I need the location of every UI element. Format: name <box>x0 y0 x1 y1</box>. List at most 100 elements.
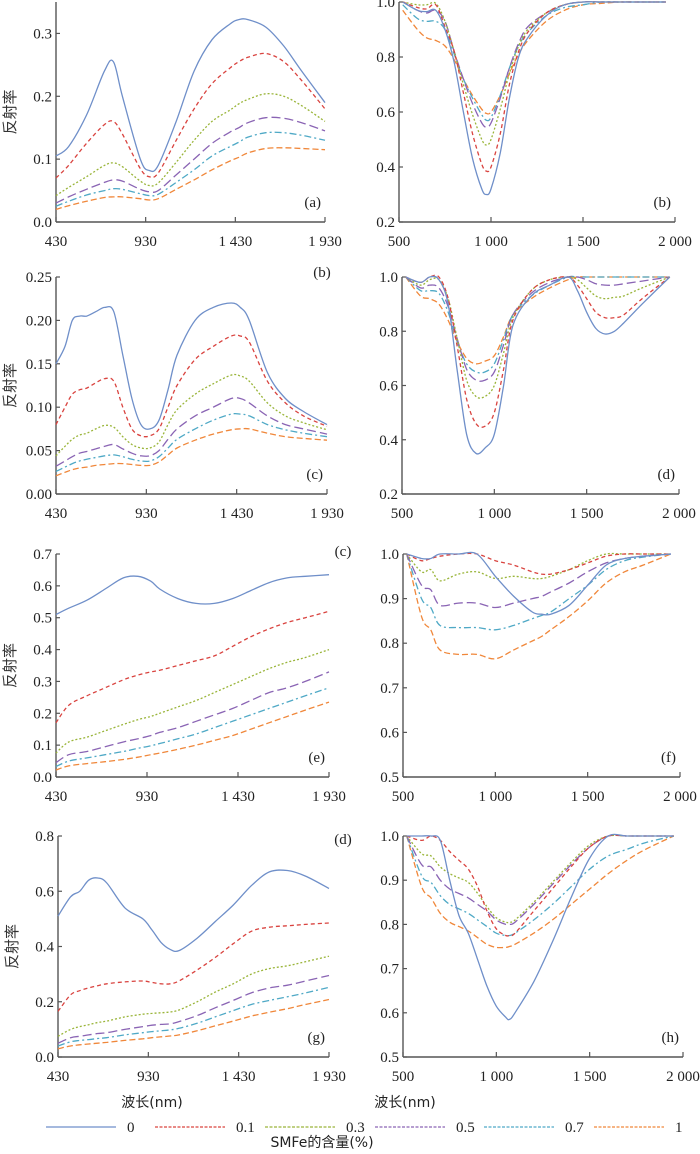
y-tick-label: 0.2 <box>33 89 52 105</box>
series-line-0_5 <box>57 974 330 1044</box>
x-tick-label: 930 <box>136 789 159 805</box>
y-tick-label: 0.8 <box>376 50 395 66</box>
series-line-0_7 <box>406 553 671 631</box>
panel-d: 0.2 0.4 0.6 0.8 1.0 500 1 000 1 500 2 000 (d) <box>379 270 696 522</box>
series-line-0_1 <box>406 552 671 576</box>
y-tick-label: 1.0 <box>380 829 399 845</box>
y-tick-label: 0.00 <box>26 487 52 503</box>
y-tick-label: 0.6 <box>380 725 399 741</box>
y-tick-label: 0.10 <box>26 400 52 416</box>
y-tick-label: 0.8 <box>380 636 399 652</box>
x-tick-label: 930 <box>134 234 157 250</box>
panel-b: 0.2 0.4 0.6 0.8 1.0 500 1 000 1 500 2 000 (b) <box>376 0 692 250</box>
series-line-1 <box>57 998 330 1050</box>
x-tick-label: 1 430 <box>220 506 254 522</box>
y-tick-label: 0.4 <box>379 433 398 449</box>
legend-label: 0 <box>127 1120 135 1136</box>
legend-label: 0.3 <box>346 1120 365 1136</box>
series-group <box>55 18 326 211</box>
series-line-1 <box>55 147 326 211</box>
x-tick-label: 1 500 <box>570 506 604 522</box>
panel-label: (b) <box>654 195 672 211</box>
series-line-0_5 <box>406 553 671 609</box>
panel-label: (f) <box>661 750 676 766</box>
y-tick-label: 0.0 <box>35 1050 54 1066</box>
series-line-0_7 <box>55 412 328 472</box>
y-tick-label: 0.6 <box>376 105 395 121</box>
panel-label: (e) <box>308 750 325 766</box>
panel-label: (h) <box>662 1030 680 1046</box>
panel-f: 0.5 0.6 0.7 0.8 0.9 1.0 500 1 000 1 500 2 000 (f) <box>380 547 697 805</box>
x-tick-label: 2 000 <box>662 506 696 522</box>
x-tick-label: 1 430 <box>221 789 255 805</box>
x-tick-label: 430 <box>45 506 68 522</box>
y-tick-label: 0.5 <box>380 1050 399 1066</box>
y-tick-label: 0.2 <box>33 706 52 722</box>
y-tick-label: 0.7 <box>380 962 399 978</box>
series-line-0 <box>405 275 671 455</box>
y-tick-label: 0.9 <box>380 873 399 889</box>
series-line-0_3 <box>55 93 326 197</box>
y-tick-label: 1.0 <box>379 270 398 286</box>
y-tick-label: 0.25 <box>26 270 52 286</box>
panel-a: 0.0 0.1 0.2 0.3 430 930 1 430 1 930 反射率 (a) <box>1 2 342 250</box>
x-tick-label: 1 000 <box>474 234 508 250</box>
y-tick-label: 0.6 <box>35 884 54 900</box>
series-line-0_5 <box>55 397 328 467</box>
y-tick-label: 0.3 <box>33 26 52 42</box>
series-line-0_5 <box>55 671 330 764</box>
series-line-0_3 <box>57 955 330 1037</box>
x-tick-label: 500 <box>388 234 411 250</box>
y-tick-label: 0.6 <box>33 579 52 595</box>
y-axis-title: 反射率 <box>3 924 21 969</box>
series-line-1 <box>402 1 666 115</box>
legend-label: 0.1 <box>236 1120 255 1136</box>
series-line-1 <box>406 835 674 949</box>
y-tick-label: 1.0 <box>376 0 395 11</box>
series-line-0 <box>406 551 671 616</box>
x-tick-label: 1 930 <box>308 234 342 250</box>
x-tick-label: 500 <box>392 1069 415 1085</box>
y-tick-label: 0.15 <box>26 357 52 373</box>
y-axis-title: 反射率 <box>1 363 19 408</box>
y-axis-title: 反射率 <box>1 643 19 688</box>
y-tick-label: 0.4 <box>35 940 54 956</box>
legend: 0 0.1 0.3 0.5 0.7 1 <box>46 1120 683 1136</box>
series-line-0_7 <box>405 275 670 374</box>
series-line-0_1 <box>406 834 674 937</box>
series-line-0_7 <box>55 687 330 768</box>
series-group <box>406 833 674 1021</box>
series-group <box>57 869 330 1050</box>
series-line-0_3 <box>55 648 330 754</box>
series-line-1 <box>55 427 328 477</box>
legend-label: 0.5 <box>456 1120 475 1136</box>
series-group <box>55 302 328 477</box>
x-tick-label: 1 430 <box>222 1069 256 1085</box>
y-tick-label: 0.2 <box>376 215 395 231</box>
series-line-0_7 <box>57 986 330 1047</box>
legend-title: SMFe的含量(%) <box>270 1135 373 1151</box>
group-label-c: (c) <box>335 544 352 560</box>
x-tick-label: 1 000 <box>477 506 511 522</box>
series-line-0_1 <box>55 610 330 724</box>
x-tick-label: 2 000 <box>666 1069 700 1085</box>
series-line-0_1 <box>57 922 330 1012</box>
y-axis-title: 反射率 <box>1 89 19 134</box>
series-group <box>402 1 666 196</box>
series-line-0_3 <box>405 276 671 399</box>
series-line-0_7 <box>55 131 326 207</box>
x-tick-label: 500 <box>392 789 415 805</box>
panel-c: 0.00 0.05 0.10 0.15 0.20 0.25 430 930 1 430 1 930… <box>1 270 344 522</box>
series-line-0_5 <box>405 275 670 382</box>
x-tick-label: 1 930 <box>312 1069 346 1085</box>
y-tick-label: 0.1 <box>33 152 52 168</box>
panel-label: (g) <box>308 1030 326 1046</box>
panel-label: (c) <box>306 467 323 483</box>
y-tick-label: 0.5 <box>380 770 399 786</box>
y-tick-label: 0.7 <box>380 681 399 697</box>
legend-item: 0.5 <box>375 1120 475 1136</box>
y-tick-label: 0.5 <box>33 611 52 627</box>
series-line-0 <box>55 302 328 430</box>
x-tick-label: 1 930 <box>310 506 344 522</box>
y-tick-label: 0.8 <box>380 917 399 933</box>
